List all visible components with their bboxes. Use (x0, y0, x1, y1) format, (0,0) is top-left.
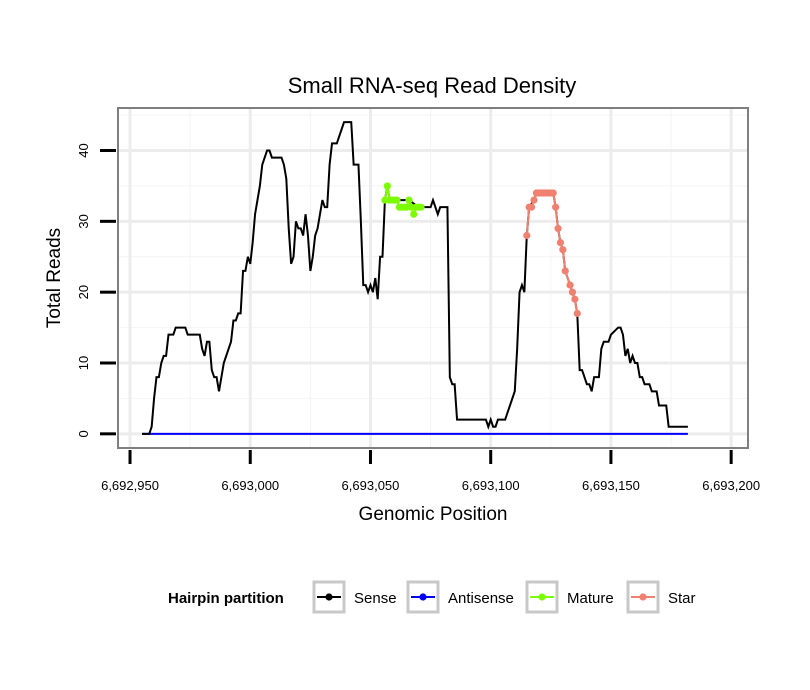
data-point-star (556, 238, 565, 247)
data-point-mature (410, 210, 418, 218)
legend-label-mature: Mature (567, 590, 614, 607)
plot-panel (117, 107, 749, 449)
plot-background (118, 108, 748, 448)
x-axis: 6,692,950 6,693,000 6,693,050 6,693,100 6,69… (101, 450, 760, 493)
data-point-star (527, 203, 536, 211)
x-axis-title: Genomic Position (359, 504, 508, 525)
data-point-star (554, 224, 562, 233)
y-tick-label: 40 (76, 143, 91, 157)
legend-label-sense: Sense (354, 590, 397, 607)
legend-label-antisense: Antisense (448, 590, 514, 607)
x-tick-label: 6,693,100 (462, 478, 520, 493)
legend: Hairpin partition Sense Antisense Mature St… (168, 580, 696, 614)
series-sense (142, 121, 688, 435)
data-point-star (561, 267, 569, 275)
legend-item-sense: Sense (312, 580, 397, 614)
data-point-star (549, 189, 557, 197)
chart-title: Small RNA-seq Read Density (288, 73, 577, 98)
data-point-star (552, 203, 560, 211)
data-point-mature (393, 196, 401, 204)
data-point-star (559, 246, 567, 254)
data-point-mature (417, 203, 425, 211)
legend-key-point-mature (538, 593, 546, 601)
series-line-sense (142, 121, 688, 435)
series-star (523, 189, 581, 318)
plot-border (117, 107, 749, 449)
data-point-star (566, 281, 574, 289)
x-tick-label: 6,693,000 (221, 478, 279, 493)
series-mature (381, 182, 425, 218)
y-axis-title: Total Reads (44, 228, 65, 328)
data-layer (142, 121, 688, 435)
legend-label-star: Star (668, 590, 696, 607)
legend-key-point-sense (325, 593, 333, 601)
data-point-mature (405, 196, 413, 204)
x-tick-label: 6,692,950 (101, 478, 159, 493)
legend-entries: Sense Antisense Mature Star (312, 580, 696, 614)
x-tick-label: 6,693,200 (702, 478, 760, 493)
legend-title: Hairpin partition (168, 590, 284, 607)
legend-item-mature: Mature (525, 580, 614, 614)
data-point-star (530, 196, 538, 204)
x-tick-label: 6,693,050 (342, 478, 400, 493)
legend-item-antisense: Antisense (406, 580, 514, 614)
data-point-star (568, 288, 577, 296)
x-tick-label: 6,693,150 (582, 478, 640, 493)
y-axis: 0 10 20 30 40 (76, 143, 116, 437)
y-tick-label: 30 (76, 214, 91, 228)
data-point-star (523, 231, 531, 240)
y-tick-label: 10 (76, 356, 91, 370)
legend-item-star: Star (626, 580, 696, 614)
legend-key-point-antisense (419, 593, 427, 601)
y-tick-label: 0 (76, 430, 91, 437)
data-point-star (571, 295, 579, 303)
data-point-mature (383, 182, 391, 190)
data-point-star (573, 309, 581, 318)
legend-key-point-star (639, 593, 647, 601)
y-tick-label: 20 (76, 285, 91, 299)
